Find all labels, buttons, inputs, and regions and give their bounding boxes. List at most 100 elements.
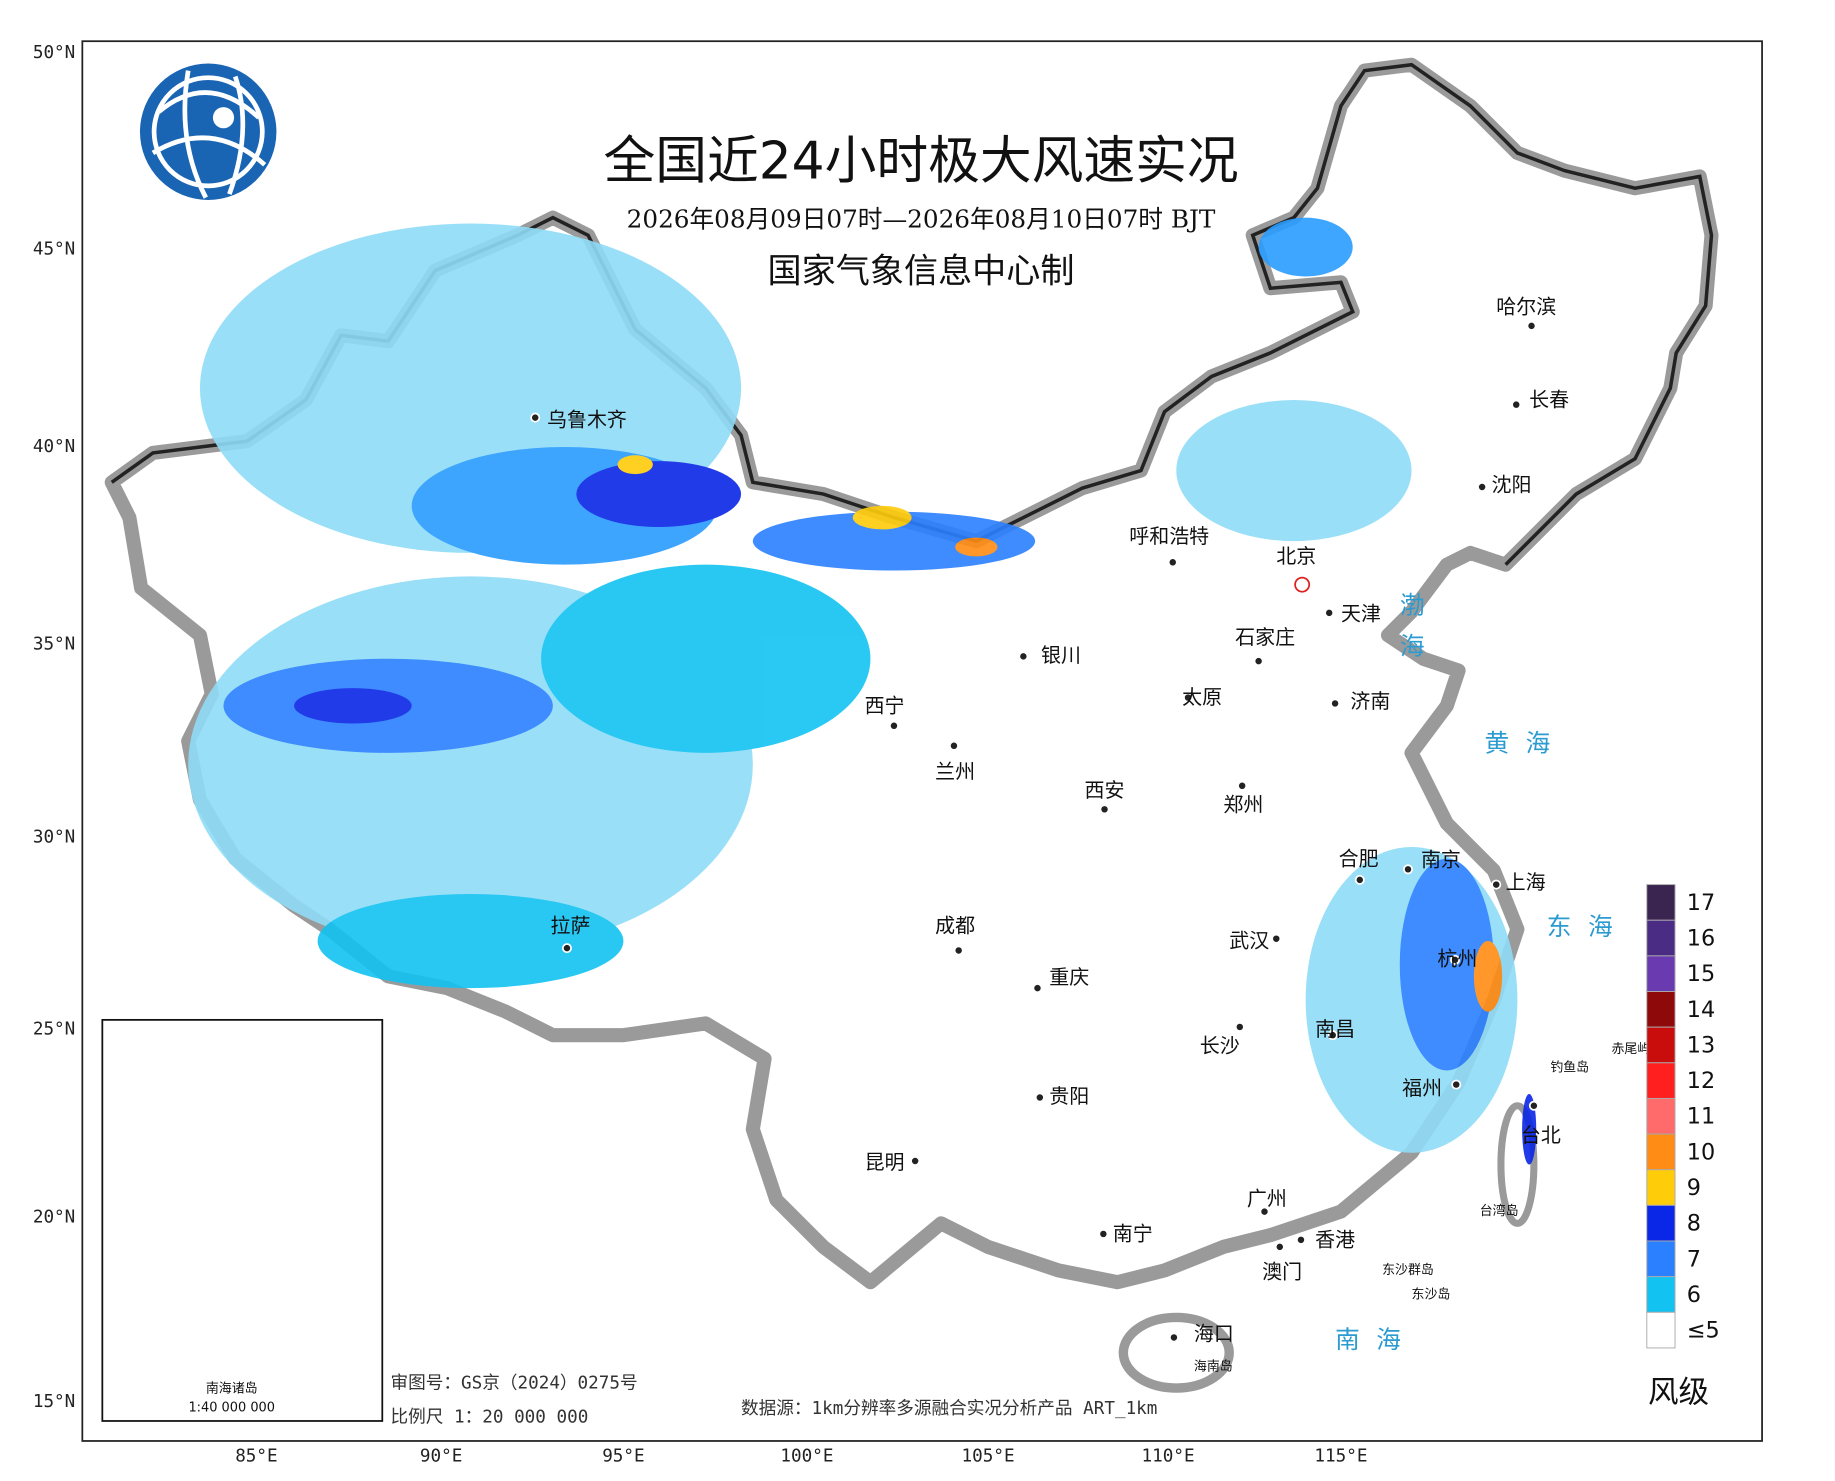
city-label: 呼和浩特 [1129, 524, 1209, 548]
city-label: 澳门 [1262, 1259, 1302, 1283]
legend-label: ≤5 [1687, 1318, 1720, 1344]
inset-scale: 1:40 000 000 [188, 1401, 275, 1416]
legend-swatch [1646, 955, 1676, 992]
city-dot [1167, 557, 1178, 568]
latitude-label: 30°N [33, 828, 75, 848]
city-dot [1183, 692, 1194, 703]
border-line [110, 62, 1714, 566]
city-dot [888, 720, 899, 731]
legend-title: 风级 [1648, 1375, 1709, 1410]
city-label: 重庆 [1049, 965, 1089, 989]
city-dot [1327, 1030, 1338, 1041]
city-label: 成都 [935, 913, 975, 937]
city-dot [1491, 879, 1502, 890]
city-label: 台北 [1521, 1123, 1561, 1147]
city-label: 银川 [1041, 643, 1081, 667]
city-label: 太原 [1182, 685, 1222, 709]
legend-swatch [1646, 1204, 1676, 1242]
city-label: 广州 [1247, 1186, 1287, 1210]
legend-label: 15 [1687, 961, 1715, 987]
legend-label: 13 [1687, 1032, 1715, 1058]
legend-swatch [1646, 991, 1676, 1028]
legend-swatch [1646, 884, 1676, 921]
city-label: 南京 [1421, 848, 1461, 872]
sea-label: 黄海 [1484, 729, 1566, 758]
city-dot [1237, 780, 1248, 791]
city-label: 贵阳 [1049, 1084, 1089, 1108]
city-label: 郑州 [1223, 792, 1263, 816]
city-dot [1354, 874, 1365, 885]
city-dot [1511, 399, 1522, 410]
inset-frame [101, 1018, 384, 1422]
city-dot [1234, 1021, 1245, 1032]
city-dot [1294, 576, 1311, 593]
latitude-label: 35°N [33, 635, 75, 655]
legend-label: 12 [1687, 1068, 1715, 1094]
longitude-label: 100°E [780, 1446, 833, 1466]
city-label: 南宁 [1113, 1222, 1153, 1246]
longitude-label: 110°E [1142, 1446, 1195, 1466]
city-dot [948, 740, 959, 751]
city-label: 北京 [1276, 544, 1316, 568]
producer: 国家气象信息中心制 [768, 251, 1075, 291]
city-label: 兰州 [935, 759, 975, 783]
city-dot [1274, 1241, 1285, 1252]
island-label: 钓鱼岛 [1550, 1060, 1589, 1076]
city-label: 长沙 [1200, 1033, 1240, 1057]
legend-label: 10 [1687, 1139, 1715, 1165]
city-label: 拉萨 [551, 913, 591, 937]
island-label: 台湾岛 [1480, 1203, 1519, 1219]
city-dot [1168, 1332, 1179, 1343]
data-source: 数据源：1km分辨率多源融合实况分析产品 ART_1km [741, 1398, 1157, 1419]
legend-label: 14 [1687, 997, 1715, 1023]
latitude-label: 15°N [33, 1392, 75, 1412]
island-label: 东沙群岛 [1382, 1262, 1434, 1278]
city-dot [1451, 1079, 1462, 1090]
city-label: 南昌 [1315, 1017, 1355, 1041]
legend-swatch [1646, 919, 1676, 957]
legend-label: 11 [1687, 1104, 1715, 1130]
legend-swatch [1646, 1026, 1676, 1064]
legend-swatch [1646, 1062, 1676, 1099]
city-dot [1253, 656, 1264, 667]
city-label: 哈尔滨 [1496, 295, 1556, 319]
longitude-label: 90°E [420, 1446, 462, 1466]
sea-label: 东海 [1547, 912, 1629, 941]
hainan [1118, 1312, 1234, 1393]
longitude-label: 95°E [602, 1446, 644, 1466]
city-label: 海口 [1194, 1322, 1234, 1346]
city-dot [1295, 1234, 1306, 1245]
city-dot [1526, 320, 1537, 331]
wind-field [188, 217, 1537, 1165]
subtitle: 2026年08月09日07时—2026年08月10日07时 BJT [627, 205, 1216, 234]
latitude-label: 50°N [33, 43, 75, 63]
city-dot [1528, 1100, 1539, 1111]
legend-label: 6 [1687, 1282, 1701, 1308]
legend-swatch [1646, 1133, 1676, 1171]
map-scale: 比例尺 1：20 000 000 [391, 1406, 589, 1427]
legend-label: 7 [1687, 1246, 1701, 1272]
city-dot [1403, 864, 1414, 875]
city-dot [530, 412, 541, 423]
city-label: 上海 [1506, 870, 1546, 894]
review-number: 审图号：GS京（2024）0275号 [391, 1372, 638, 1393]
city-label: 长春 [1529, 388, 1569, 412]
longitude-label: 85°E [235, 1446, 277, 1466]
latitude-label: 45°N [33, 239, 75, 259]
city-dot [1259, 1206, 1270, 1217]
city-label: 昆明 [865, 1150, 905, 1174]
latitude-label: 40°N [33, 437, 75, 457]
city-label: 西宁 [865, 693, 905, 717]
city-dot [1324, 607, 1335, 618]
city-dot [1098, 1228, 1109, 1239]
legend-label: 16 [1687, 926, 1715, 952]
city-label: 香港 [1315, 1228, 1355, 1252]
city-label: 沈阳 [1492, 472, 1532, 496]
city-label: 济南 [1350, 689, 1390, 713]
latitude-label: 25°N [33, 1019, 75, 1039]
legend-swatch [1646, 1240, 1676, 1278]
city-dot [910, 1156, 921, 1167]
city-label: 武汉 [1229, 929, 1269, 953]
city-label: 福州 [1402, 1076, 1442, 1100]
